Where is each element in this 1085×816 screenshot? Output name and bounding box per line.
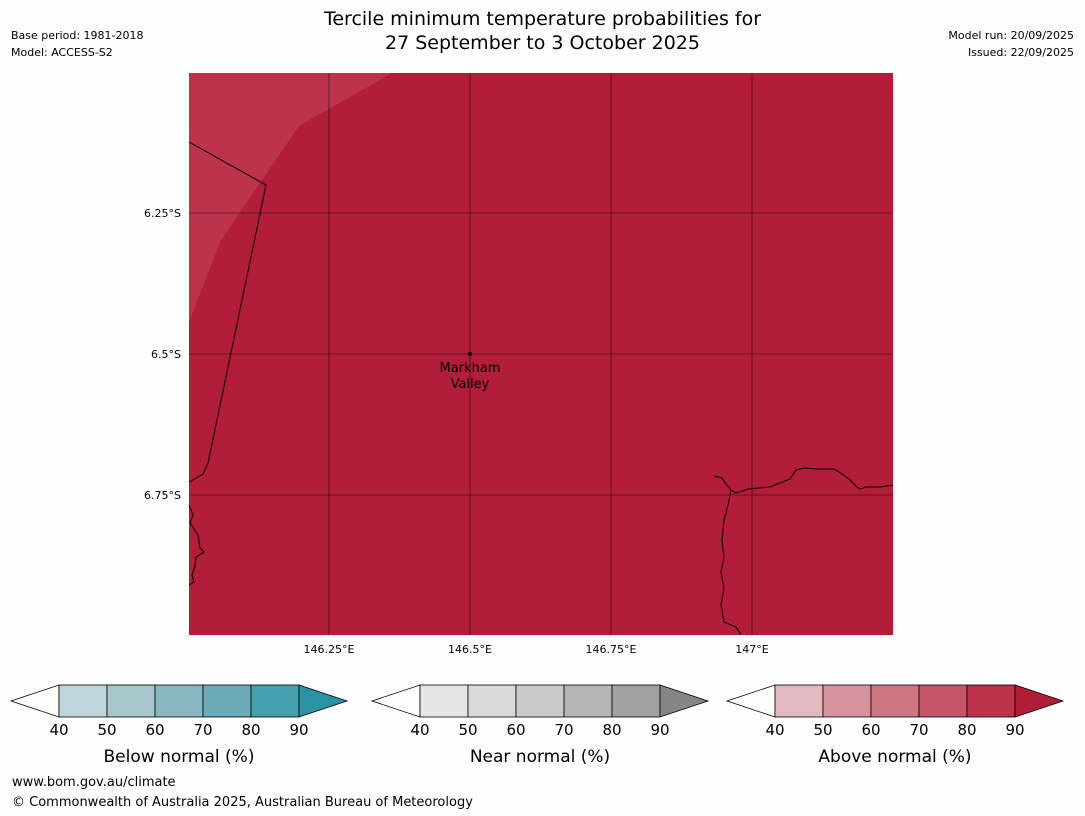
- base-period-text: Base period: 1981-2018: [11, 29, 144, 42]
- below-normal-colorbar-label: Below normal (%): [104, 747, 255, 767]
- colorbar-segment: [250, 684, 300, 718]
- map-panel: Markham Valley 6.25°S 6.5°S 6.75°S 146.25°…: [144, 73, 894, 656]
- colorbar-tick-label: 50: [458, 721, 477, 739]
- colorbar-min-extend: [725, 684, 776, 718]
- lat-label: 6.25°S: [144, 207, 181, 220]
- colorbar-tick-label: 80: [241, 721, 260, 739]
- below-normal-colorbar: 40 50 60 70 80 90 Below normal (%): [9, 684, 349, 767]
- model-run-text: Model run: 20/09/2025: [948, 29, 1074, 42]
- longitude-labels: 146.25°E 146.5°E 146.75°E 147°E: [304, 643, 769, 656]
- colorbar-legends: 40 50 60 70 80 90 Below normal (%) 40 50 60 70 80 90…: [9, 684, 1065, 767]
- above-normal-colorbar-label: Above normal (%): [818, 747, 971, 767]
- place-label-line-1: Markham: [440, 361, 501, 376]
- model-text: Model: ACCESS-S2: [11, 46, 113, 59]
- above-normal-colorbar: 40 50 60 70 80 90 Above normal (%): [725, 684, 1065, 767]
- colorbar-segment: [515, 684, 565, 718]
- near-normal-colorbar: 40 50 60 70 80 90 Near normal (%): [370, 684, 710, 767]
- colorbar-segment: [154, 684, 204, 718]
- colorbar-tick-label: 70: [554, 721, 573, 739]
- page-title: Tercile minimum temperature probabilitie…: [0, 7, 1085, 55]
- lat-label: 6.75°S: [144, 489, 181, 502]
- colorbar-tick-label: 90: [650, 721, 669, 739]
- colorbar-tick-label: 40: [49, 721, 68, 739]
- colorbar-tick-label: 60: [145, 721, 164, 739]
- colorbar-segment: [106, 684, 156, 718]
- colorbar-segment: [467, 684, 517, 718]
- lon-label: 146.25°E: [304, 643, 355, 656]
- boundary-line-west: [188, 141, 267, 483]
- header-left: Base period: 1981-2018 Model: ACCESS-S2: [11, 27, 143, 61]
- river-line: [720, 489, 742, 636]
- colorbar-segment: [419, 684, 469, 718]
- colorbar-segment: [202, 684, 252, 718]
- colorbar-segment: [611, 684, 661, 718]
- title-line-1: Tercile minimum temperature probabilitie…: [323, 8, 762, 30]
- footer-url[interactable]: www.bom.gov.au/climate: [12, 775, 176, 790]
- colorbar-tick-label: 80: [602, 721, 621, 739]
- colorbar-segment: [918, 684, 968, 718]
- colorbar-tick-label: 40: [410, 721, 429, 739]
- colorbar-tick-label: 60: [506, 721, 525, 739]
- place-label-line-2: Valley: [451, 377, 490, 392]
- colorbar-tick-label: 90: [1005, 721, 1024, 739]
- colorbar-max-extend: [659, 684, 710, 718]
- colorbar-min-extend: [9, 684, 60, 718]
- lon-label: 146.75°E: [586, 643, 637, 656]
- place-marker: [468, 352, 472, 356]
- colorbar-tick-label: 50: [813, 721, 832, 739]
- lon-label: 147°E: [735, 643, 768, 656]
- lat-label: 6.5°S: [151, 348, 181, 361]
- colorbar-segment: [822, 684, 872, 718]
- colorbar-segment: [774, 684, 824, 718]
- title-line-2: 27 September to 3 October 2025: [385, 32, 700, 54]
- colorbar-min-extend: [370, 684, 421, 718]
- colorbar-max-extend: [1014, 684, 1065, 718]
- colorbar-tick-label: 90: [289, 721, 308, 739]
- colorbar-segment: [966, 684, 1016, 718]
- coastline-southwest: [188, 504, 205, 586]
- coastline: [188, 141, 894, 636]
- latitude-labels: 6.25°S 6.5°S 6.75°S: [144, 207, 181, 502]
- lower-probability-region: [189, 73, 392, 322]
- colorbar-segment: [870, 684, 920, 718]
- colorbar-tick-label: 60: [861, 721, 880, 739]
- colorbar-tick-label: 80: [957, 721, 976, 739]
- colorbar-tick-label: 70: [909, 721, 928, 739]
- colorbar-segment: [563, 684, 613, 718]
- near-normal-colorbar-label: Near normal (%): [470, 747, 610, 767]
- colorbar-tick-label: 40: [765, 721, 784, 739]
- header-right: Model run: 20/09/2025 Issued: 22/09/2025: [948, 27, 1074, 61]
- issued-text: Issued: 22/09/2025: [967, 46, 1074, 59]
- footer-copyright: © Commonwealth of Australia 2025, Austra…: [12, 795, 473, 810]
- colorbar-max-extend: [298, 684, 349, 718]
- lon-label: 146.5°E: [448, 643, 492, 656]
- colorbar-segment: [58, 684, 108, 718]
- colorbar-tick-label: 50: [97, 721, 116, 739]
- colorbar-tick-label: 70: [193, 721, 212, 739]
